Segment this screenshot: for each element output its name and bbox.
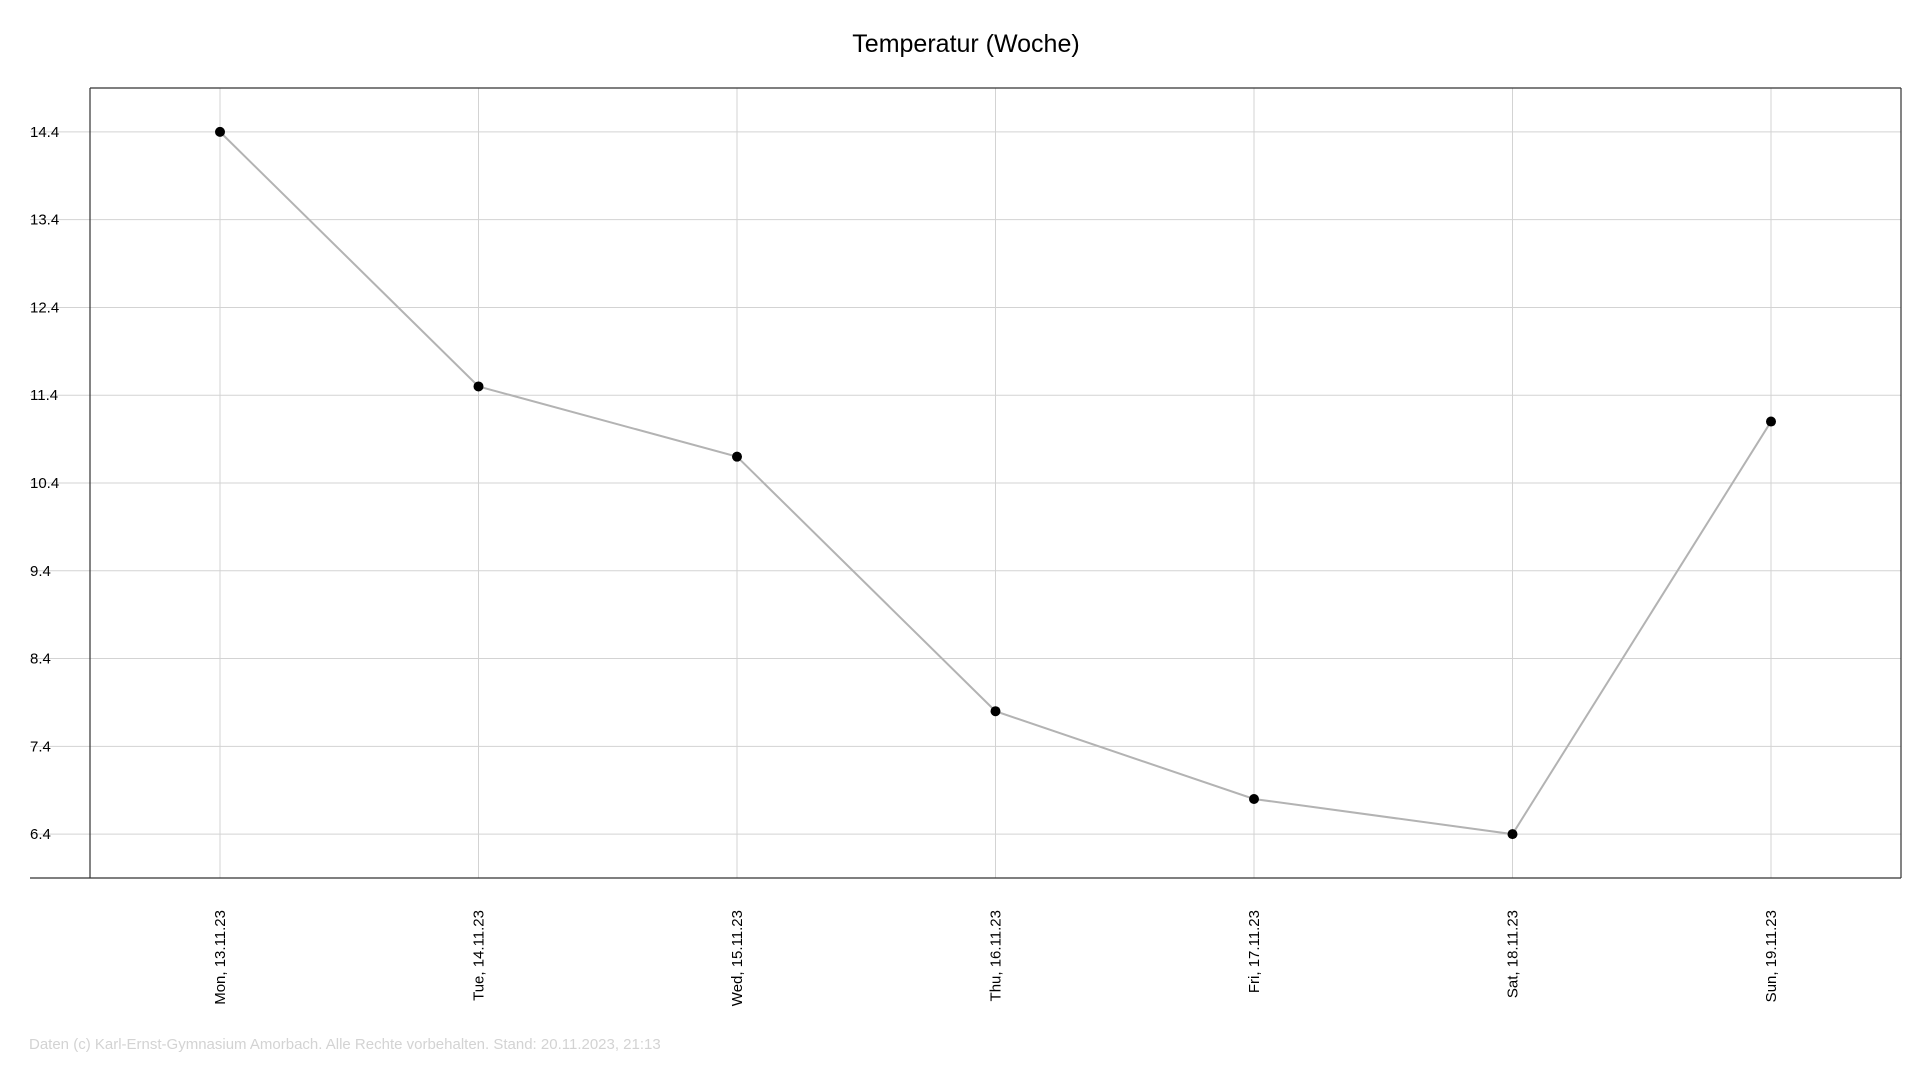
copyright-footer: Daten (c) Karl-Ernst-Gymnasium Amorbach.… <box>29 1036 661 1053</box>
y-tick-label: 11.4 <box>30 387 58 404</box>
data-point <box>1766 416 1776 427</box>
grid <box>30 88 1901 878</box>
x-tick-label: Mon, 13.11.23 <box>212 910 229 1005</box>
data-point <box>732 451 742 462</box>
data-point <box>1249 794 1259 804</box>
y-tick-label: 10.4 <box>30 475 59 492</box>
x-tick-label: Sun, 19.11.23 <box>1763 910 1780 1002</box>
x-tick-labels: Mon, 13.11.23 Tue, 14.11.23 Wed, 15.11.23 T… <box>212 910 1780 1006</box>
x-tick-label: Thu, 16.11.23 <box>988 910 1005 1001</box>
series <box>215 126 1776 840</box>
axes <box>30 87 1902 879</box>
y-tick-label: 14.4 <box>30 124 59 141</box>
data-point <box>215 126 225 137</box>
y-tick-label: 12.4 <box>30 299 59 316</box>
data-point <box>473 381 484 392</box>
y-tick-label: 8.4 <box>30 651 51 668</box>
y-tick-label: 7.4 <box>30 738 51 755</box>
y-tick-label: 6.4 <box>30 826 51 843</box>
y-tick-labels: 6.4 7.4 8.4 9.4 10.4 11.4 12.4 13.4 14.4 <box>30 124 59 843</box>
y-tick-label: 9.4 <box>30 563 51 580</box>
x-tick-label: Sat, 18.11.23 <box>1505 910 1522 998</box>
x-tick-label: Tue, 14.11.23 <box>471 910 488 1001</box>
x-tick-label: Fri, 17.11.23 <box>1246 910 1263 993</box>
data-point <box>1507 829 1518 840</box>
chart-title: Temperatur (Woche) <box>852 30 1079 58</box>
x-tick-label: Wed, 15.11.23 <box>729 910 746 1006</box>
data-point <box>990 706 1001 717</box>
y-tick-label: 13.4 <box>30 212 59 229</box>
